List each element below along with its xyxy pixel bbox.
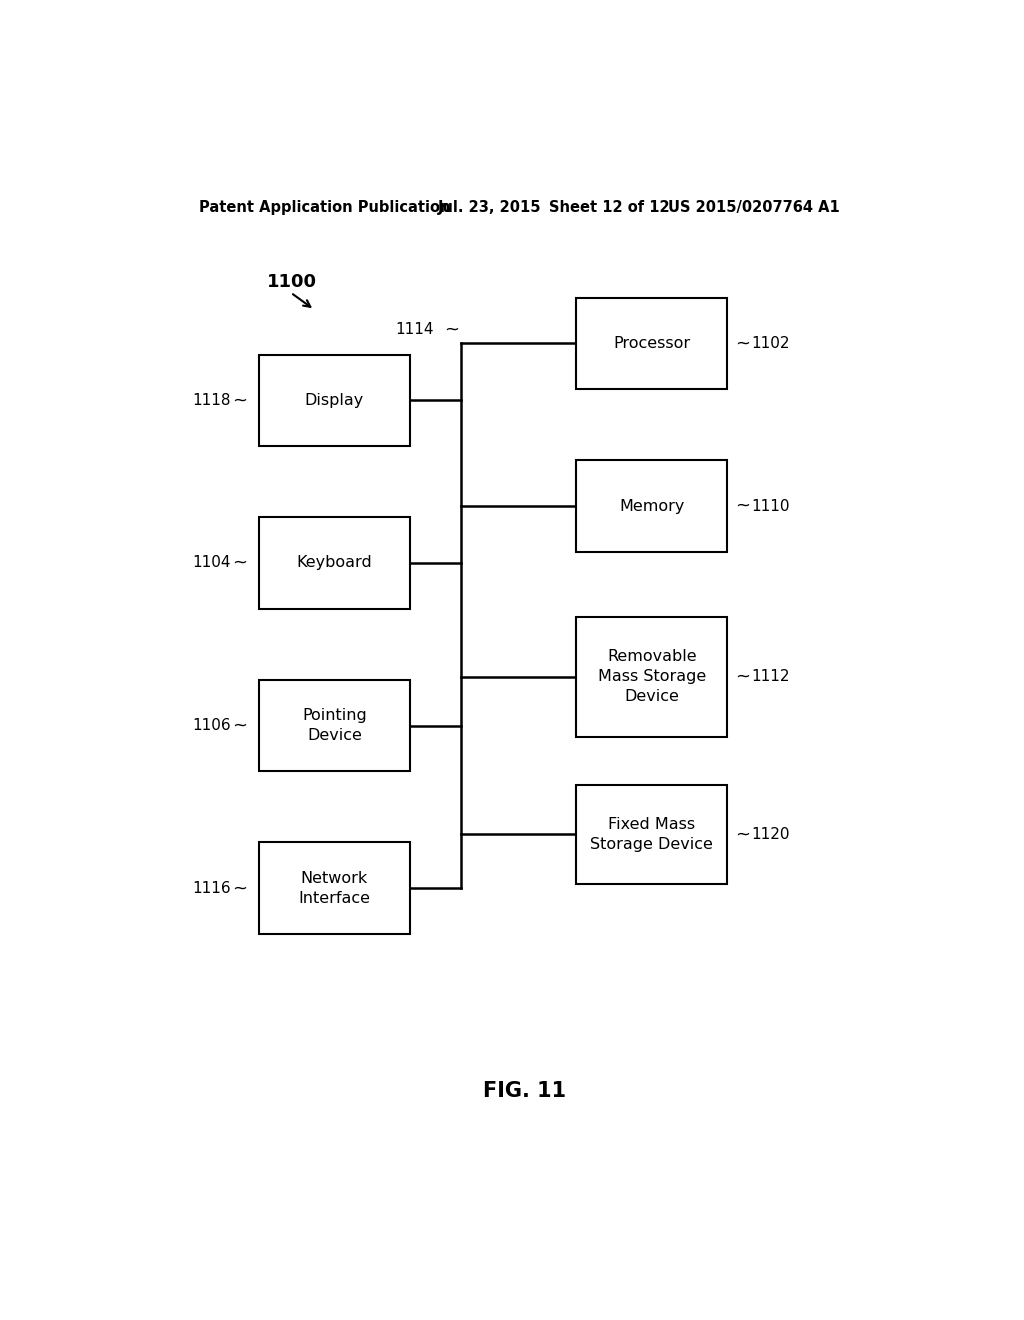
Text: Processor: Processor [613,335,690,351]
Text: ~: ~ [232,554,247,572]
Text: 1120: 1120 [751,826,790,842]
Text: ~: ~ [443,321,459,338]
Text: 1114: 1114 [395,322,433,337]
Text: Removable
Mass Storage
Device: Removable Mass Storage Device [598,649,706,704]
Text: US 2015/0207764 A1: US 2015/0207764 A1 [668,199,840,215]
Bar [577,297,727,389]
Text: Network
Interface: Network Interface [298,871,371,906]
Text: 1106: 1106 [193,718,231,733]
Text: Memory: Memory [620,499,684,513]
Text: Fixed Mass
Storage Device: Fixed Mass Storage Device [591,817,713,851]
Text: Sheet 12 of 12: Sheet 12 of 12 [549,199,670,215]
Bar [259,680,410,771]
Text: FIG. 11: FIG. 11 [483,1081,566,1101]
Text: Pointing
Device: Pointing Device [302,708,367,743]
Bar [259,355,410,446]
Text: Display: Display [305,393,364,408]
Text: Jul. 23, 2015: Jul. 23, 2015 [437,199,541,215]
Text: ~: ~ [735,825,751,843]
Text: 1116: 1116 [193,880,231,896]
Text: ~: ~ [232,879,247,898]
Text: 1112: 1112 [751,669,790,684]
Bar [577,461,727,552]
Bar [259,517,410,609]
Text: Patent Application Publication: Patent Application Publication [200,199,451,215]
Bar [577,616,727,737]
Bar [259,842,410,935]
Text: ~: ~ [232,717,247,734]
Text: 1102: 1102 [751,335,790,351]
Text: ~: ~ [735,668,751,686]
Text: 1104: 1104 [193,556,231,570]
Text: 1118: 1118 [193,393,231,408]
Text: ~: ~ [735,334,751,352]
Text: ~: ~ [735,498,751,515]
Bar [577,784,727,884]
Text: 1100: 1100 [267,273,316,292]
Text: Keyboard: Keyboard [297,556,372,570]
Text: ~: ~ [232,391,247,409]
Text: 1110: 1110 [751,499,790,513]
